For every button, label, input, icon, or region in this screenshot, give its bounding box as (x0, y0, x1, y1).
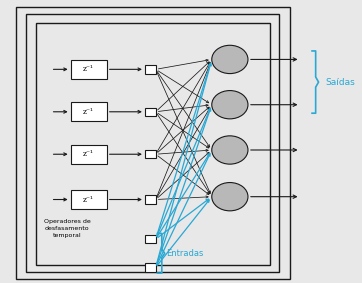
Bar (145, 263, 156, 272)
Text: Entradas: Entradas (167, 249, 204, 258)
Circle shape (212, 91, 248, 119)
Circle shape (212, 45, 248, 74)
Bar (16, 7, 290, 279)
Bar (26, 14, 279, 272)
Bar (71, 190, 107, 209)
Text: z⁻¹: z⁻¹ (83, 196, 94, 203)
Text: Saídas: Saídas (326, 78, 355, 87)
Text: Operadores de
desfasamento
temporal: Operadores de desfasamento temporal (43, 219, 90, 237)
Text: z⁻¹: z⁻¹ (83, 108, 94, 116)
Bar (145, 150, 156, 158)
Bar (145, 235, 156, 243)
Text: z⁻¹: z⁻¹ (83, 150, 94, 158)
Circle shape (212, 183, 248, 211)
Bar (36, 23, 270, 265)
Bar (145, 195, 156, 204)
Bar (71, 102, 107, 121)
Bar (71, 145, 107, 164)
Circle shape (212, 136, 248, 164)
Text: z⁻¹: z⁻¹ (83, 65, 94, 73)
Bar (145, 108, 156, 116)
Bar (71, 60, 107, 79)
Bar (145, 65, 156, 74)
